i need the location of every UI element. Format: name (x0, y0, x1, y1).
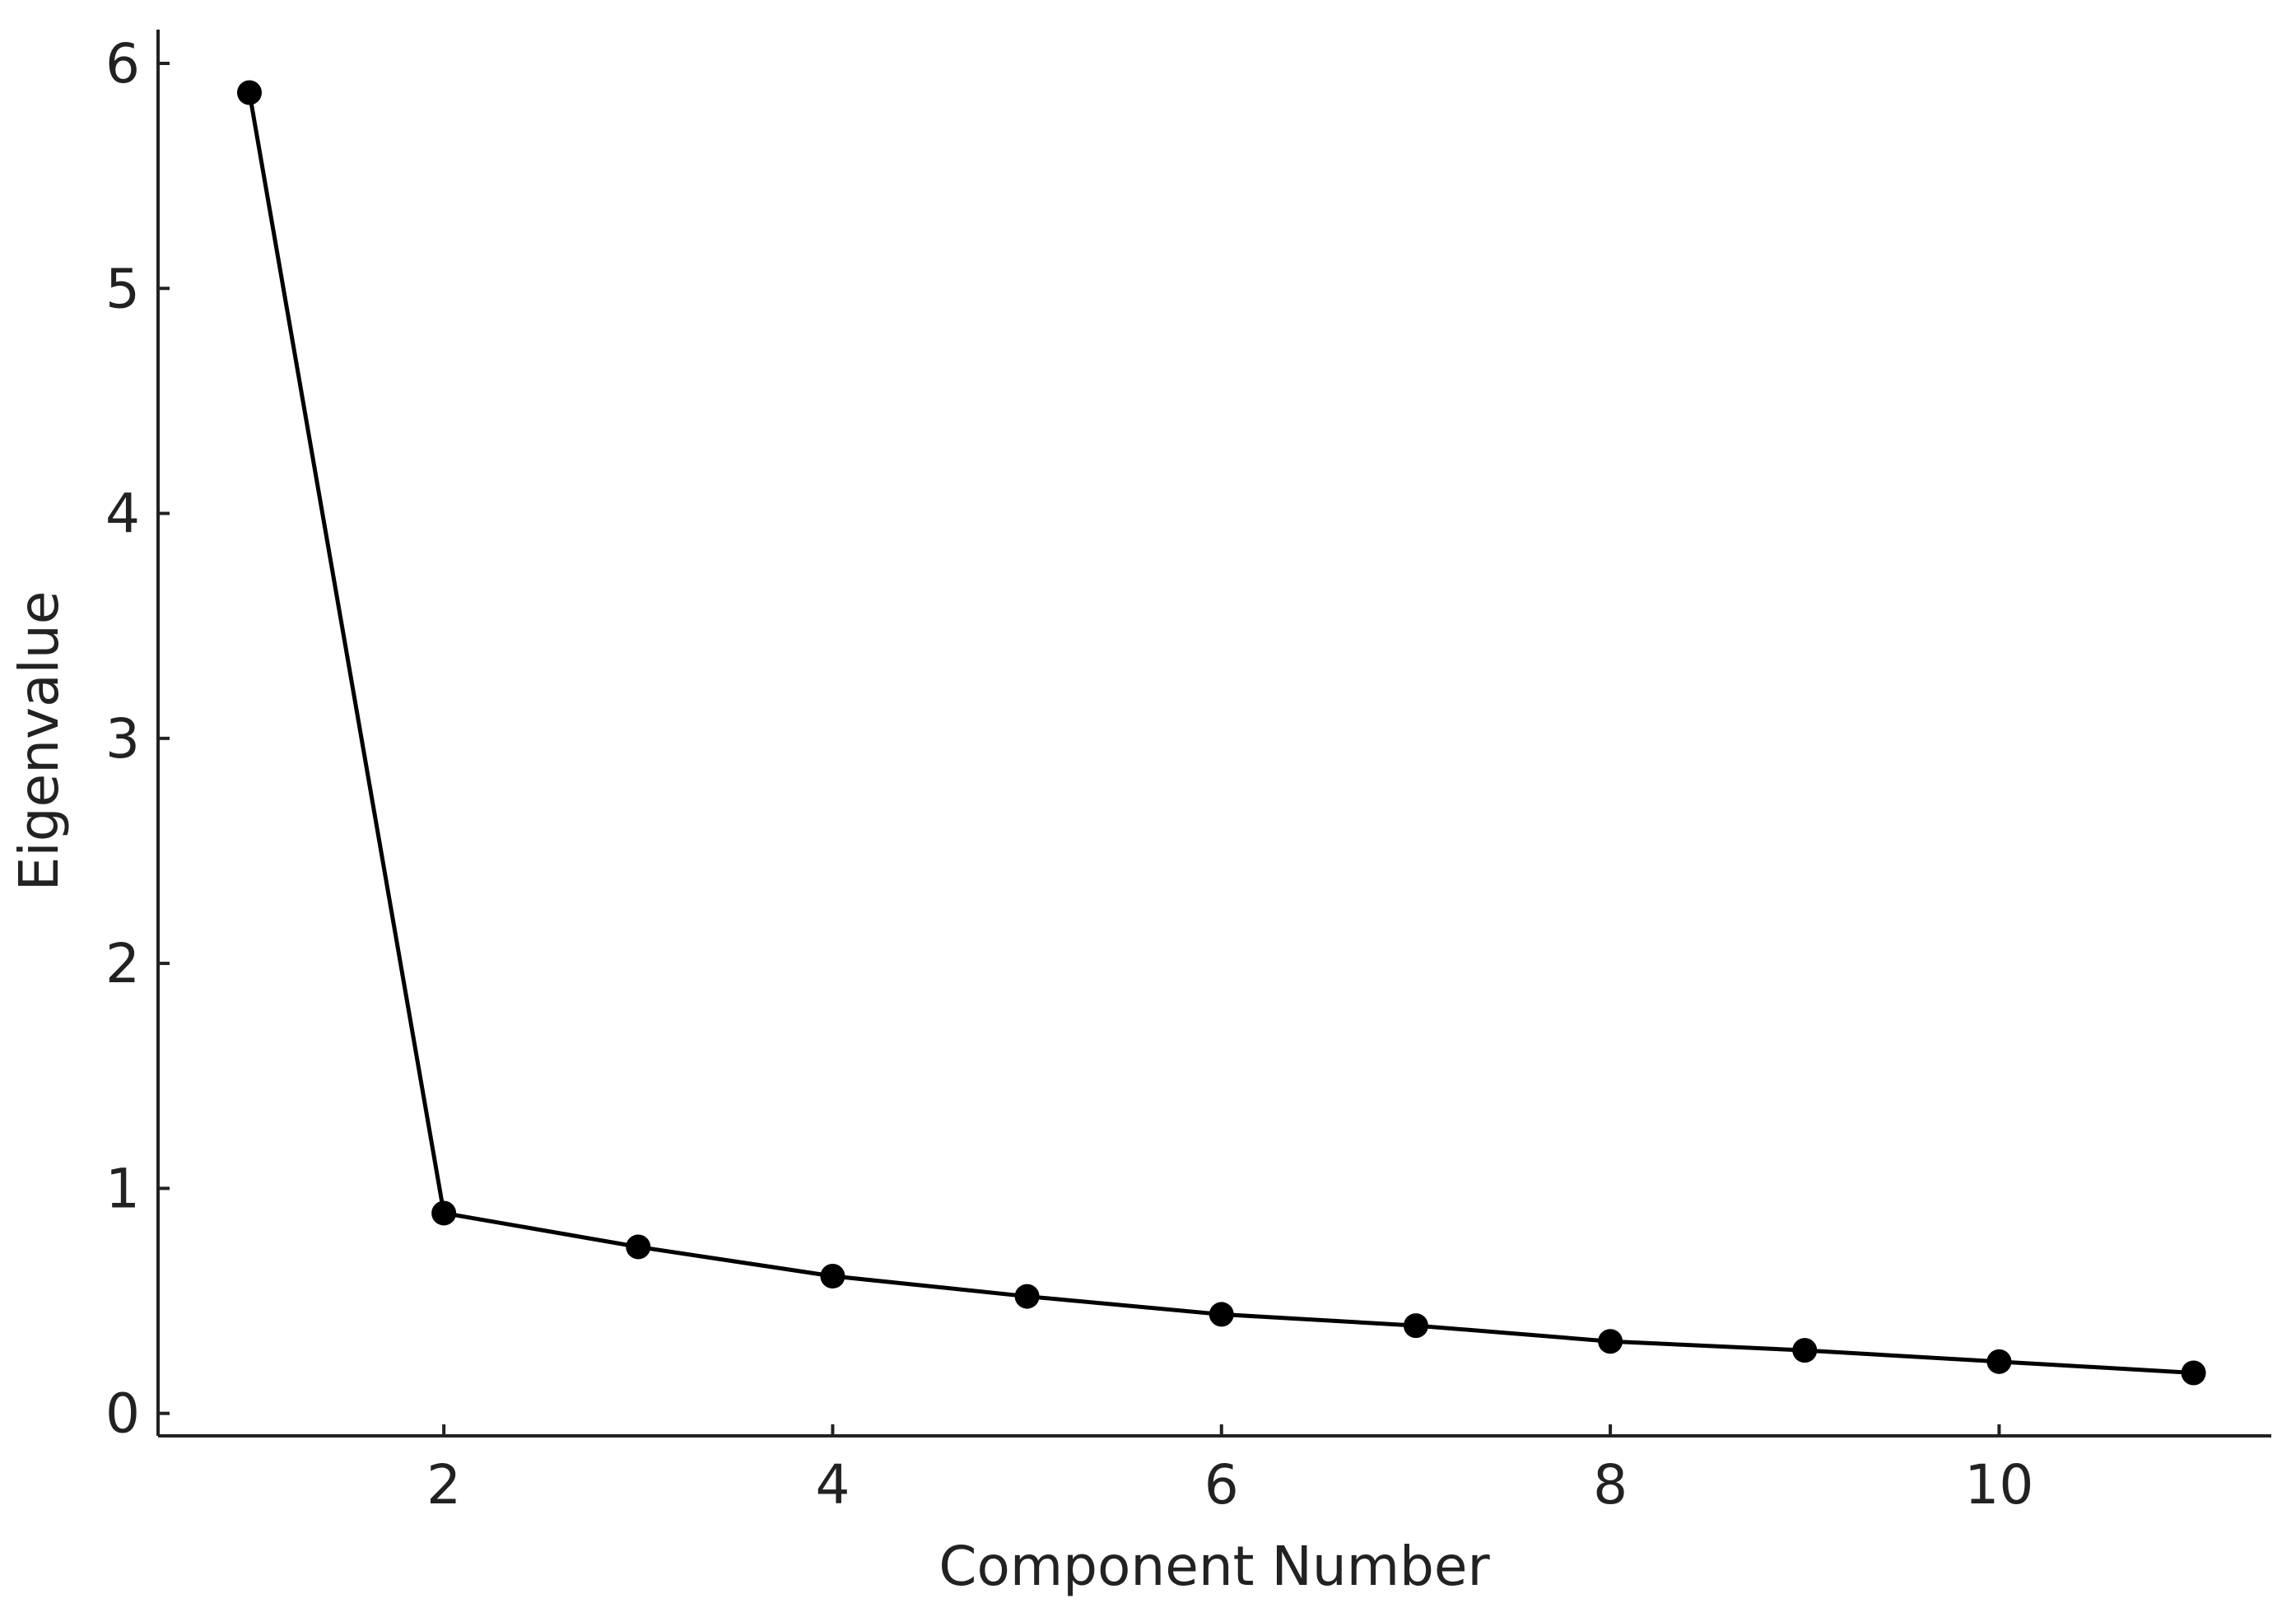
x-tick-label: 2 (426, 1453, 461, 1517)
y-tick-label: 5 (105, 257, 140, 320)
marker (1014, 1284, 1040, 1309)
marker (820, 1263, 845, 1288)
x-axis-label: Component Number (938, 1535, 1490, 1598)
y-tick-label: 2 (105, 932, 140, 995)
marker (1792, 1338, 1818, 1363)
marker (626, 1234, 651, 1260)
marker (236, 80, 262, 105)
y-tick-label: 0 (105, 1382, 140, 1446)
marker (1209, 1302, 1234, 1327)
y-tick-label: 6 (105, 32, 140, 96)
x-tick-label: 6 (1204, 1453, 1239, 1517)
x-tick-label: 8 (1593, 1453, 1628, 1517)
marker (2181, 1360, 2206, 1386)
y-tick-label: 1 (105, 1157, 140, 1220)
x-tick-label: 4 (815, 1453, 850, 1517)
marker (1598, 1329, 1623, 1354)
marker (431, 1200, 457, 1226)
marker (1986, 1349, 2012, 1374)
y-tick-label: 4 (105, 482, 140, 546)
y-tick-label: 3 (105, 707, 140, 771)
line (247, 92, 2194, 1375)
x-tick-label: 10 (1964, 1453, 2033, 1517)
marker (1403, 1313, 1428, 1339)
y-axis-label: Eigenvalue (7, 591, 71, 892)
